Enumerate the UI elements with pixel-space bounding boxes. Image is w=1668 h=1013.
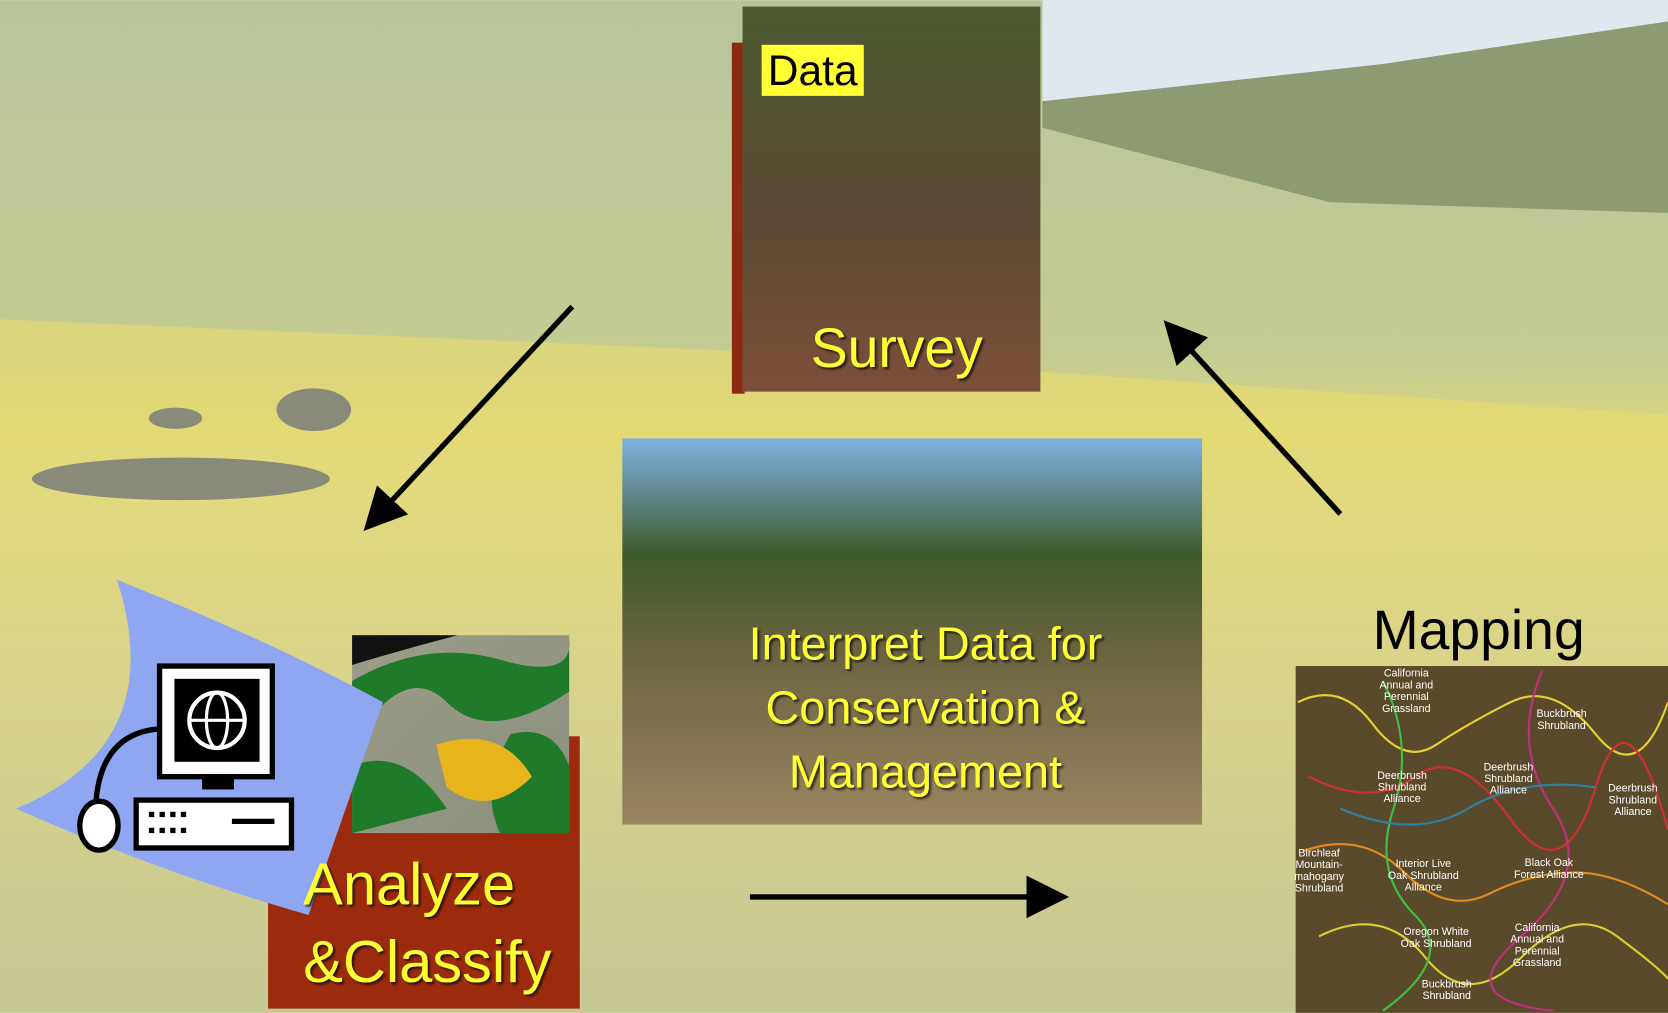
decoration — [77, 798, 121, 853]
map-label-line: Black Oak — [1525, 857, 1574, 869]
text-line: Management — [789, 745, 1062, 797]
decoration — [352, 635, 458, 666]
map-label-line: Mountain- — [1295, 859, 1343, 871]
map-label-line: Grassland — [1513, 957, 1562, 969]
map-label-line: Birchleaf — [1298, 847, 1339, 859]
survey-bar — [731, 42, 745, 394]
decoration — [352, 638, 570, 745]
map-label-line: Buckbrush — [1422, 978, 1472, 990]
text-line: Conservation & — [766, 682, 1086, 734]
map-label-line: Oak Shrubland — [1401, 938, 1472, 950]
decoration — [159, 811, 165, 818]
sky — [1042, 0, 1668, 102]
decoration — [1339, 783, 1596, 826]
decoration — [159, 827, 165, 834]
map-label-line: Grassland — [1382, 703, 1431, 715]
map-label: California Annual and Perennial Grassland — [1510, 922, 1564, 969]
map-label: Black Oak Forest Alliance — [1514, 857, 1584, 881]
map-label-line: Alliance — [1405, 882, 1442, 894]
decoration — [276, 388, 352, 431]
map-label-line: Perennial — [1384, 691, 1429, 703]
decoration — [352, 760, 447, 834]
map-label: Interior Live Oak Shrubland Alliance — [1388, 858, 1459, 893]
arrow — [1163, 320, 1343, 516]
map-label-line: Oregon White — [1403, 926, 1469, 938]
decoration — [436, 738, 532, 802]
decoration — [170, 811, 176, 818]
decoration — [202, 776, 235, 790]
survey-title: Survey — [811, 317, 983, 379]
mapping-title: Mapping — [1373, 599, 1585, 661]
map-label: Buckbrush Shrubland — [1422, 978, 1472, 1002]
classified-patches — [352, 635, 570, 834]
map-label: Birchleaf Mountain-mahogany Shrubland — [1294, 847, 1344, 894]
map-label-line: California — [1384, 668, 1429, 680]
decoration — [133, 797, 295, 851]
map-label-line: Shrubland — [1484, 773, 1533, 785]
map-label-line: Deerbrush — [1484, 761, 1534, 773]
map-label-line: Forest Alliance — [1514, 869, 1584, 881]
map-label-line: Shrubland — [1378, 782, 1427, 794]
map-label: Deerbrush Shrubland Alliance — [1484, 761, 1534, 796]
tree-hill — [1042, 21, 1668, 213]
interpret-text: Interpret Data for Conservation & Manageme… — [749, 618, 1103, 798]
map-label-line: Alliance — [1490, 785, 1527, 797]
map-image — [1295, 666, 1668, 1013]
map-label-line: Shrubland — [1609, 794, 1658, 806]
data-tag-box — [761, 44, 864, 96]
map-label-line: Alliance — [1383, 793, 1420, 805]
decoration — [148, 811, 155, 818]
map-label-line: Alliance — [1614, 806, 1651, 818]
map-label: Deerbrush Shrubland Alliance — [1608, 783, 1658, 818]
map-label-line: Annual and — [1510, 934, 1564, 946]
map-label-line: Deerbrush — [1608, 783, 1658, 795]
map-label-line: California — [1515, 922, 1560, 934]
decoration — [180, 827, 187, 834]
map-label-line: Interior Live — [1396, 858, 1452, 870]
map-label-line: Oak Shrubland — [1388, 870, 1459, 882]
computer-clipart — [15, 579, 383, 915]
map-label-line: Perennial — [1515, 945, 1560, 957]
rocks — [31, 388, 352, 501]
map-label: California Annual and Perennial Grassland — [1379, 668, 1433, 715]
decoration — [1302, 843, 1668, 906]
text-line: Analyze — [303, 850, 515, 917]
decoration — [148, 407, 203, 429]
interpret-photo — [622, 438, 1203, 825]
map-label-line: Shrubland — [1423, 990, 1472, 1002]
analyze-text: Analyze &Classify — [303, 850, 551, 995]
map-label: Buckbrush Shrubland — [1537, 708, 1587, 732]
decoration — [1381, 680, 1432, 1012]
decoration — [148, 827, 155, 834]
decoration — [180, 811, 187, 818]
map-boundaries — [1297, 669, 1668, 1012]
decoration — [31, 457, 330, 501]
text-line: &Classify — [303, 928, 551, 995]
map-label-line: Shrubland — [1295, 883, 1344, 895]
map-label-line: Annual and — [1379, 679, 1433, 691]
map-label-line: Deerbrush — [1377, 770, 1427, 782]
decoration — [148, 811, 187, 834]
decoration — [170, 827, 176, 834]
map-label-line: Buckbrush — [1537, 708, 1587, 720]
decoration — [1307, 742, 1668, 851]
decoration — [1318, 923, 1668, 986]
decoration — [1489, 669, 1570, 1012]
text-line: Interpret Data for — [749, 618, 1103, 670]
map-label: Deerbrush Shrubland Alliance — [1377, 770, 1427, 805]
arrow — [363, 304, 575, 531]
map-label-line: Shrubland — [1537, 720, 1586, 732]
map-labels: California Annual and Perennial Grassland Bu… — [1294, 668, 1658, 1002]
data-tag: Data — [768, 47, 858, 95]
map-label-line: mahogany — [1294, 871, 1344, 883]
map-label: Oregon White Oak Shrubland — [1401, 926, 1472, 950]
